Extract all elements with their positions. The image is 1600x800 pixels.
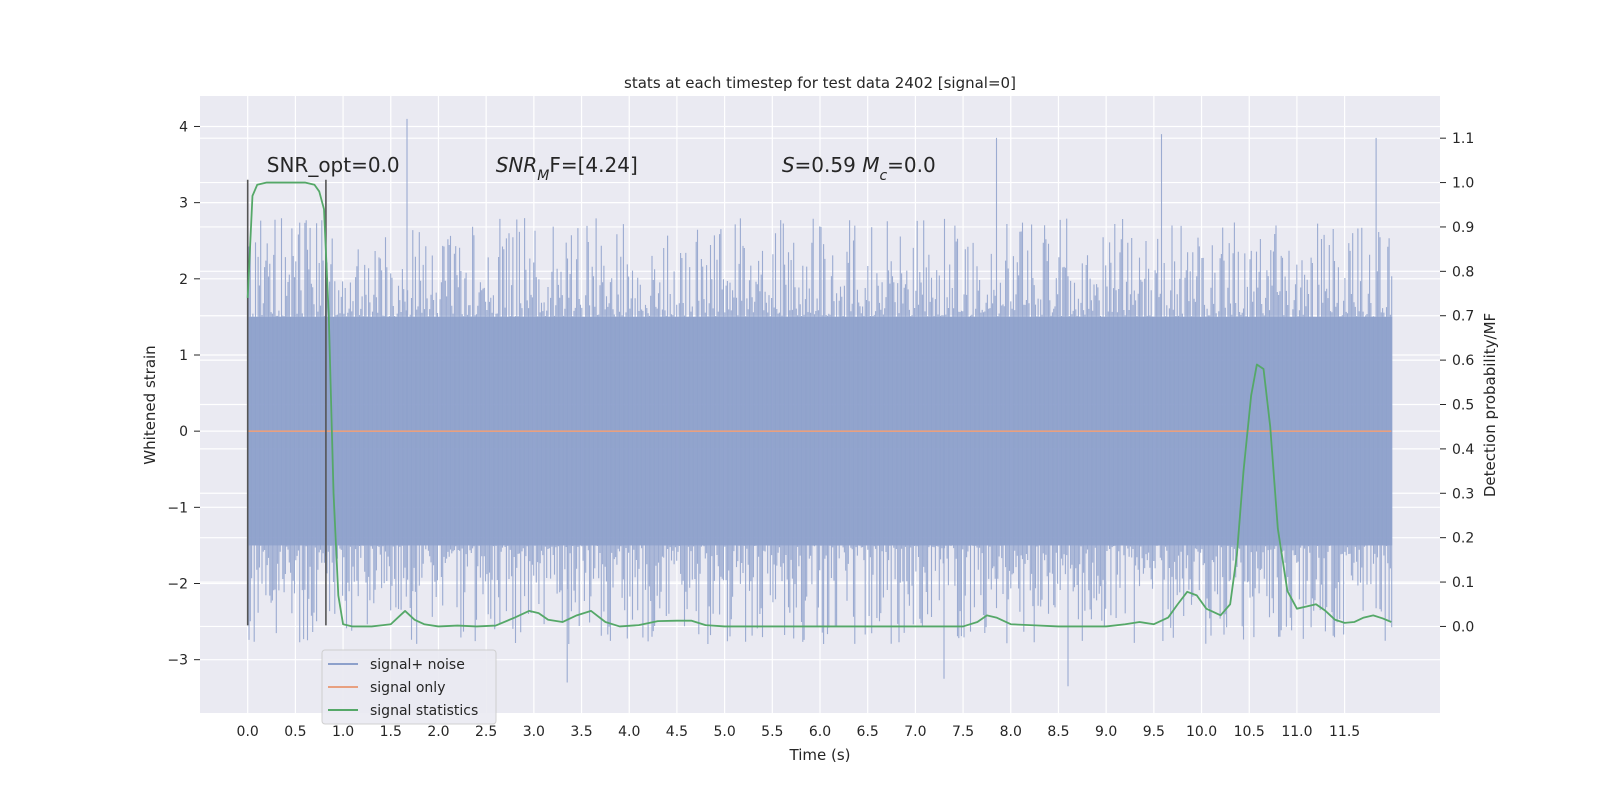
annotation-part: c [879,168,887,184]
annotation-part: =0.0 [887,153,936,177]
annotations: SNR_opt=0.0 SNRMF=[4.24] S=0.59 Mc=0.0 [267,153,936,184]
legend: signal+ noise signal only signal statistic… [321,649,497,725]
y-axis-label: Whitened strain [141,345,159,464]
x-axis-label: Time (s) [789,746,851,764]
x-tick-label: 2.5 [475,724,497,740]
y-right-tick-label: 0.7 [1452,309,1474,325]
y-axis-ticks: −3 −2 −1 0 1 2 3 4 [167,119,200,669]
x-tick-label: 7.5 [952,724,974,740]
annotation-part: S [782,153,795,177]
y-right-tick-label: 0.6 [1452,353,1474,369]
x-tick-label: 5.0 [713,724,735,740]
x-tick-label: 8.5 [1047,724,1069,740]
y-right-tick-label: 1.1 [1452,131,1474,147]
x-tick-label: 4.5 [666,724,688,740]
x-tick-label: 2.0 [427,724,449,740]
x-tick-label: 1.0 [332,724,354,740]
x-tick-label: 4.0 [618,724,640,740]
x-tick-label: 6.0 [809,724,831,740]
annotation-part: M [537,168,549,184]
y-tick-label: −2 [167,577,188,593]
x-tick-label: 9.5 [1143,724,1165,740]
x-tick-label: 9.0 [1095,724,1117,740]
y-right-tick-label: 0.1 [1452,575,1474,591]
y-right-tick-label: 0.0 [1452,619,1474,635]
annotation-3: S=0.59 Mc=0.0 [782,153,936,184]
y-tick-label: −1 [167,500,188,516]
y-right-tick-label: 1.0 [1452,176,1474,192]
legend-label: signal only [370,680,445,696]
x-axis-ticks: 0.0 0.5 1.0 1.5 2.0 2.5 3.0 3.5 4.0 4.5 5.0 5.5 6.0 6… [237,724,1361,740]
x-tick-label: 10.5 [1234,724,1265,740]
y-tick-label: 3 [179,196,188,212]
y-right-axis-ticks: 0.0 0.1 0.2 0.3 0.4 0.5 0.6 0.7 0.8 0.9 1.0 1.1 [1440,131,1474,635]
x-tick-label: 11.0 [1281,724,1312,740]
annotation-2: SNRMF=[4.24] [496,153,638,184]
y-tick-label: −3 [167,653,188,669]
x-tick-label: 5.5 [761,724,783,740]
x-tick-label: 6.5 [857,724,879,740]
annotation-part: =0.59 [795,153,863,177]
y-tick-label: 4 [179,119,188,135]
y-right-tick-label: 0.9 [1452,220,1474,236]
x-tick-label: 1.5 [380,724,402,740]
y-tick-label: 2 [179,272,188,288]
x-tick-label: 11.5 [1329,724,1360,740]
plot-area [246,118,1393,687]
legend-label: signal+ noise [370,657,465,673]
annotation-part: M [862,153,879,177]
y-right-tick-label: 0.8 [1452,264,1474,280]
y-right-tick-label: 0.4 [1452,442,1474,458]
annotation-part: SNR [496,153,538,177]
annotation-1: SNR_opt=0.0 [267,153,400,177]
annotation-part: F=[4.24] [549,153,637,177]
x-tick-label: 3.0 [523,724,545,740]
y-right-tick-label: 0.3 [1452,486,1474,502]
x-tick-label: 0.5 [284,724,306,740]
y-right-axis-label: Detection probability/MF [1481,313,1499,497]
y-right-tick-label: 0.5 [1452,398,1474,414]
legend-label: signal statistics [370,703,478,719]
x-tick-label: 0.0 [237,724,259,740]
line-series-signal-statistics [246,181,1392,628]
y-tick-label: 1 [179,348,188,364]
chart-title: stats at each timestep for test data 240… [624,74,1016,92]
legend-box [321,649,497,725]
x-tick-label: 3.5 [570,724,592,740]
y-tick-label: 0 [179,424,188,440]
x-tick-label: 7.0 [904,724,926,740]
y-right-tick-label: 0.2 [1452,531,1474,547]
x-tick-label: 8.0 [1000,724,1022,740]
x-tick-label: 10.0 [1186,724,1217,740]
